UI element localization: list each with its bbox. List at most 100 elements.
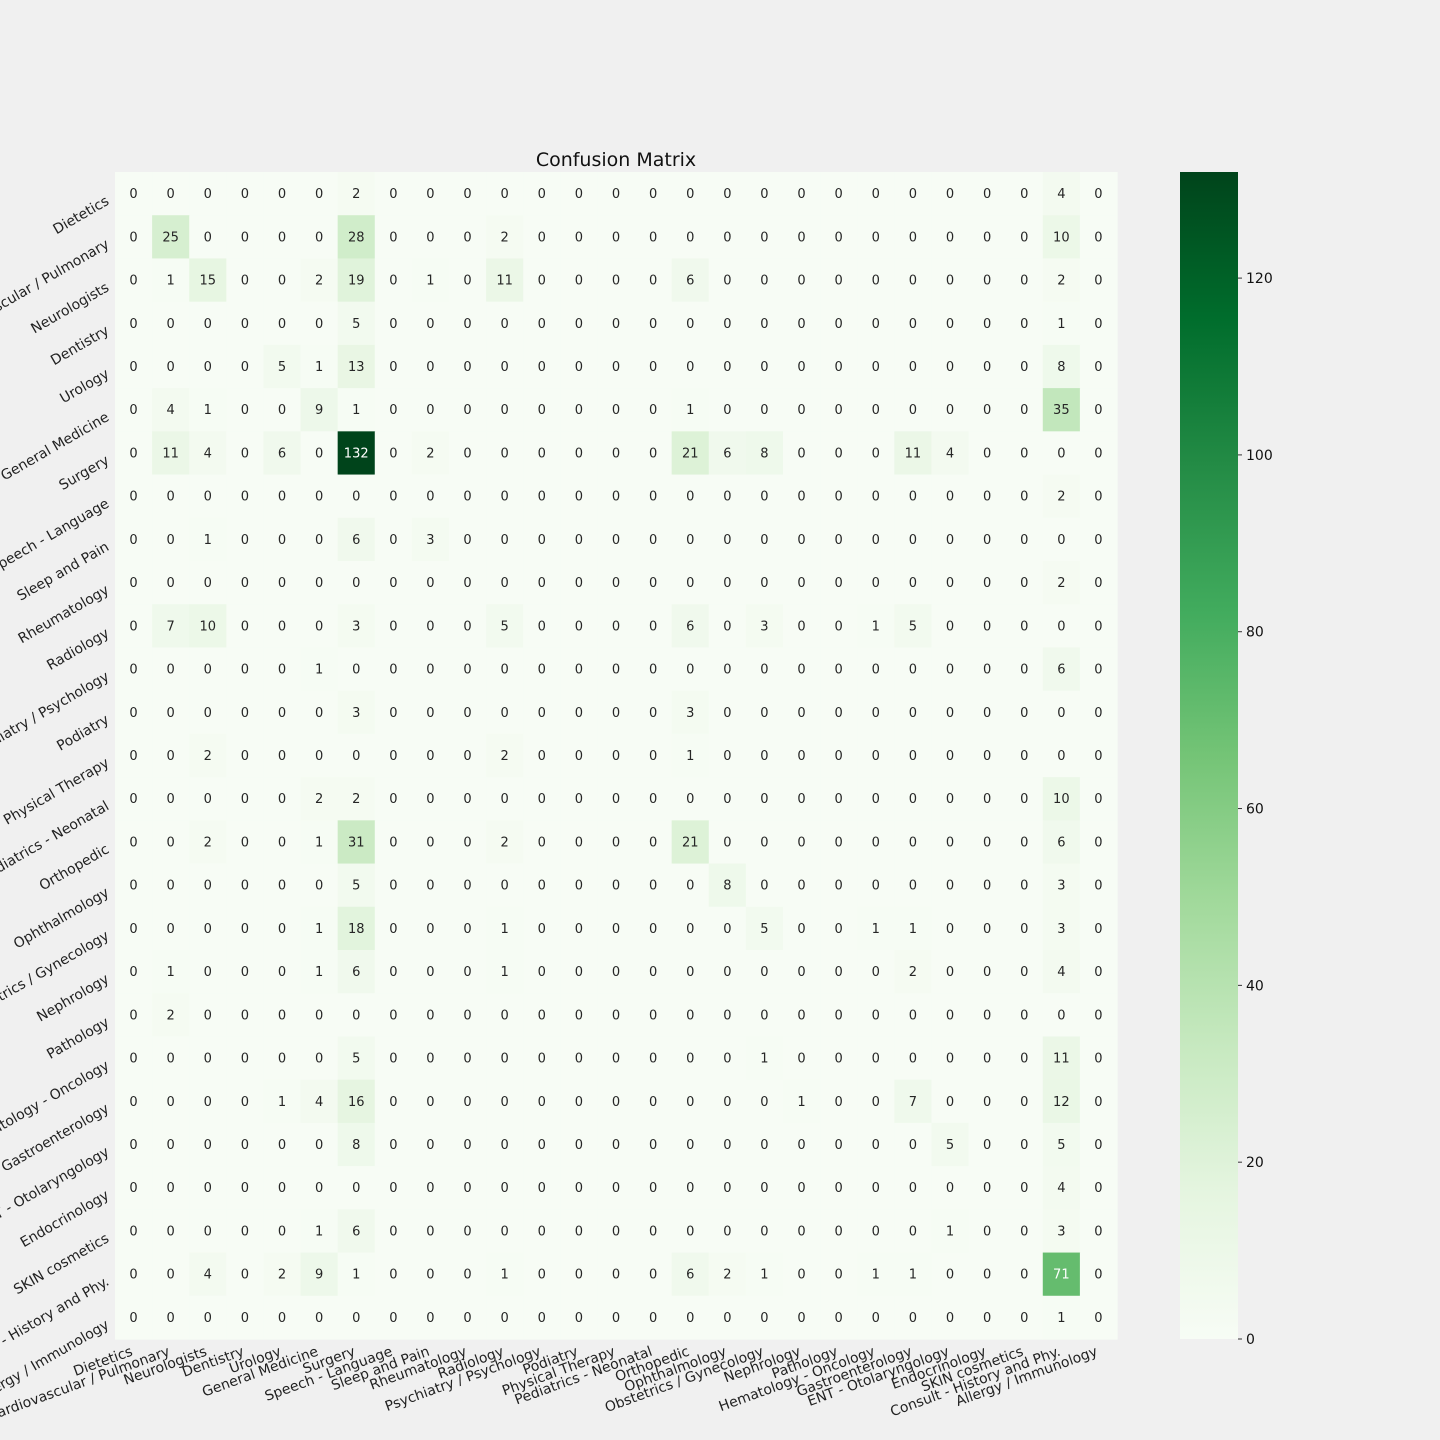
heatmap-cell bbox=[115, 258, 153, 303]
heatmap-cell bbox=[708, 388, 747, 432]
heatmap-cell bbox=[1042, 1079, 1081, 1124]
cell-value-label: 0 bbox=[575, 1138, 583, 1153]
heatmap-cell bbox=[337, 993, 376, 1038]
heatmap-cell bbox=[745, 733, 784, 778]
cell-value-label: 0 bbox=[167, 835, 175, 850]
heatmap-cell bbox=[1079, 1036, 1118, 1081]
cell-value-label: 0 bbox=[686, 576, 694, 591]
heatmap-cell bbox=[560, 431, 599, 476]
cell-value-label: 0 bbox=[909, 706, 917, 721]
heatmap-cell bbox=[857, 301, 895, 346]
cell-value-label: 8 bbox=[723, 879, 731, 894]
heatmap-cell bbox=[337, 733, 376, 778]
heatmap-cell bbox=[708, 733, 747, 778]
cell-value-label: 6 bbox=[1057, 835, 1065, 850]
cell-value-label: 0 bbox=[835, 965, 843, 980]
cell-value-label: 0 bbox=[760, 1224, 768, 1239]
cell-value-label: 0 bbox=[501, 1095, 509, 1110]
heatmap-cell bbox=[1079, 301, 1118, 346]
cell-value-label: 0 bbox=[426, 576, 434, 591]
cell-value-label: 4 bbox=[946, 446, 954, 461]
heatmap-cell bbox=[374, 863, 413, 908]
heatmap-cell bbox=[523, 1166, 561, 1210]
cell-value-label: 0 bbox=[538, 749, 546, 764]
heatmap-cell bbox=[931, 431, 970, 476]
heatmap-cell bbox=[931, 1252, 970, 1297]
heatmap-cell bbox=[337, 863, 376, 908]
cell-value-label: 15 bbox=[200, 274, 217, 289]
cell-value-label: 0 bbox=[389, 706, 397, 721]
heatmap-cell bbox=[486, 388, 524, 432]
cell-value-label: 0 bbox=[538, 317, 546, 332]
heatmap-cell bbox=[189, 690, 227, 735]
cell-value-label: 0 bbox=[501, 446, 509, 461]
heatmap-cell bbox=[894, 647, 933, 692]
cell-value-label: 0 bbox=[1094, 1052, 1102, 1067]
heatmap-cell bbox=[634, 820, 673, 865]
heatmap-cell bbox=[486, 863, 524, 908]
heatmap-cell bbox=[523, 258, 561, 303]
cell-value-label: 0 bbox=[872, 1311, 880, 1326]
heatmap-cell bbox=[449, 777, 487, 821]
cell-value-label: 0 bbox=[538, 274, 546, 289]
cell-value-label: 0 bbox=[129, 490, 137, 505]
cell-value-label: 4 bbox=[315, 1095, 323, 1110]
heatmap-cell bbox=[894, 690, 933, 735]
cell-value-label: 0 bbox=[538, 922, 546, 937]
cell-value-label: 0 bbox=[1057, 446, 1065, 461]
cell-value-label: 0 bbox=[352, 749, 360, 764]
cell-value-label: 0 bbox=[463, 663, 471, 678]
cell-value-label: 0 bbox=[129, 1224, 137, 1239]
heatmap-cell bbox=[1005, 431, 1044, 476]
heatmap-cell bbox=[968, 258, 1007, 303]
cell-value-label: 0 bbox=[463, 749, 471, 764]
cell-value-label: 3 bbox=[686, 706, 694, 721]
heatmap-cell bbox=[783, 604, 821, 649]
heatmap-cell bbox=[337, 172, 376, 216]
heatmap-cell bbox=[931, 517, 970, 562]
cell-value-label: 0 bbox=[241, 1095, 249, 1110]
heatmap-cell bbox=[597, 1166, 636, 1210]
heatmap-cell bbox=[486, 215, 524, 260]
cell-value-label: 2 bbox=[723, 1268, 731, 1283]
cell-value-label: 8 bbox=[1057, 360, 1065, 375]
cell-value-label: 0 bbox=[538, 965, 546, 980]
heatmap-cell bbox=[820, 1209, 858, 1254]
heatmap-cell bbox=[486, 474, 524, 519]
cell-value-label: 0 bbox=[278, 792, 286, 807]
heatmap-cell bbox=[226, 474, 265, 519]
heatmap-cell bbox=[411, 1295, 450, 1340]
heatmap-cell bbox=[300, 690, 339, 735]
heatmap-cell bbox=[560, 993, 599, 1038]
cell-value-label: 0 bbox=[278, 187, 286, 202]
heatmap-cell bbox=[152, 258, 190, 303]
cell-value-label: 2 bbox=[1057, 274, 1065, 289]
heatmap-cell bbox=[115, 474, 153, 519]
heatmap-cell bbox=[708, 863, 747, 908]
heatmap-cell bbox=[189, 172, 227, 216]
cell-value-label: 0 bbox=[760, 879, 768, 894]
heatmap-cell bbox=[486, 906, 524, 951]
cell-value-label: 0 bbox=[426, 706, 434, 721]
heatmap-cell bbox=[857, 517, 895, 562]
cell-value-label: 0 bbox=[241, 835, 249, 850]
cell-value-label: 0 bbox=[1020, 230, 1028, 245]
heatmap-cell bbox=[411, 820, 450, 865]
heatmap-cell bbox=[745, 647, 784, 692]
cell-value-label: 0 bbox=[835, 230, 843, 245]
cell-value-label: 0 bbox=[649, 533, 657, 548]
heatmap-cell bbox=[560, 1122, 599, 1167]
heatmap-cell bbox=[1005, 301, 1044, 346]
cell-value-label: 6 bbox=[278, 446, 286, 461]
heatmap-cell bbox=[634, 388, 673, 432]
y-tick-podiatry: Podiatry bbox=[54, 712, 112, 755]
x-tick-cardiovascular-pulmonary: Cardiovascular / Pulmonary bbox=[0, 1344, 172, 1425]
heatmap-cell bbox=[783, 1295, 821, 1340]
heatmap-cell bbox=[1042, 777, 1081, 821]
heatmap-cell bbox=[1079, 604, 1118, 649]
cell-value-label: 0 bbox=[204, 922, 212, 937]
heatmap-cell bbox=[1005, 733, 1044, 778]
cell-value-label: 0 bbox=[204, 576, 212, 591]
cell-value-label: 0 bbox=[835, 706, 843, 721]
cell-value-label: 0 bbox=[686, 230, 694, 245]
